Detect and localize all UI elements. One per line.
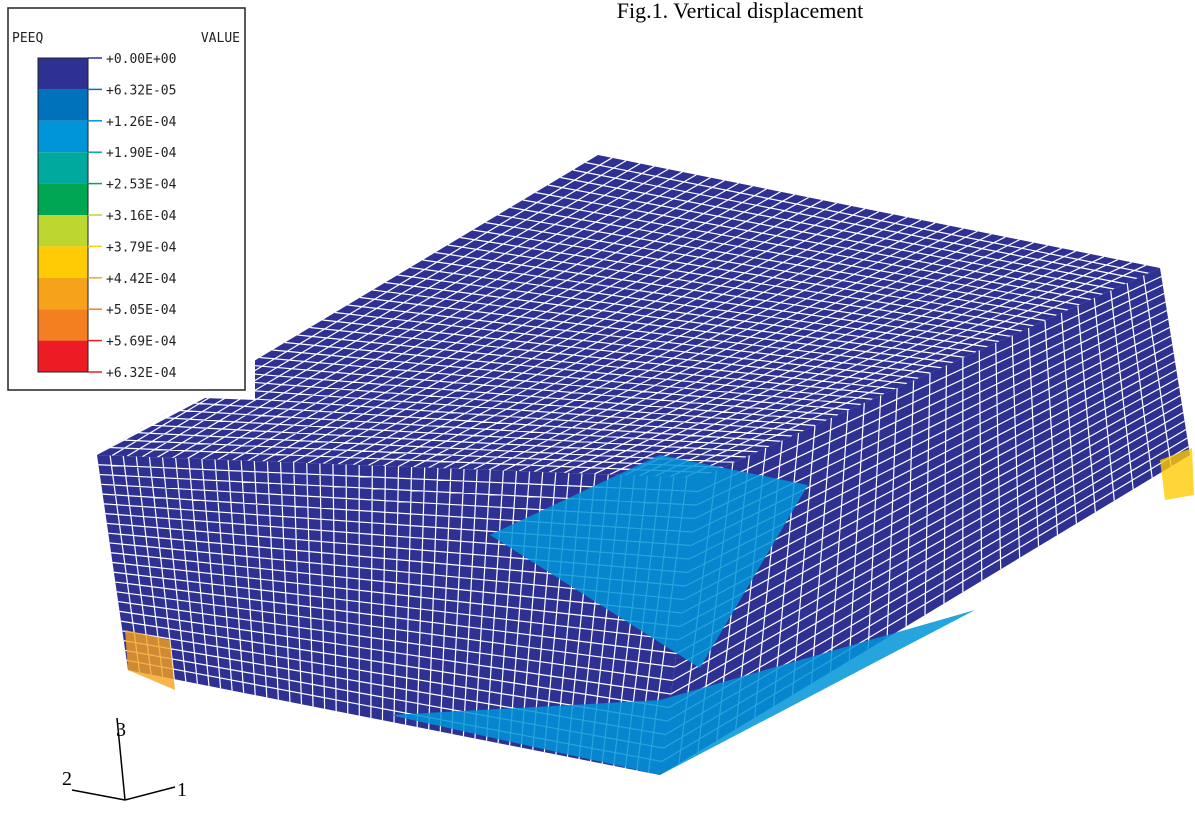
legend-swatch bbox=[38, 152, 88, 183]
model bbox=[97, 155, 1194, 775]
legend-swatch bbox=[38, 341, 88, 372]
axis-label: 3 bbox=[116, 719, 126, 741]
legend-value: +2.53E-04 bbox=[106, 178, 177, 193]
axis-line bbox=[72, 790, 125, 800]
legend-swatch bbox=[38, 89, 88, 120]
legend-swatch bbox=[38, 246, 88, 277]
legend-value: +6.32E-04 bbox=[106, 366, 177, 381]
legend-value: +3.79E-04 bbox=[106, 240, 177, 255]
axis-label: 2 bbox=[62, 768, 72, 790]
legend-value: +1.90E-04 bbox=[106, 146, 177, 161]
legend-variable: PEEQ bbox=[12, 31, 43, 46]
legend-value: +5.69E-04 bbox=[106, 335, 177, 350]
legend-swatch bbox=[38, 121, 88, 152]
axis-label: 1 bbox=[177, 779, 187, 801]
title: Fig.1. Vertical displacement bbox=[617, 0, 863, 23]
legend-header: VALUE bbox=[201, 31, 240, 46]
legend-value: +3.16E-04 bbox=[106, 209, 177, 224]
legend-value: +0.00E+00 bbox=[106, 52, 176, 67]
legend-value: +5.05E-04 bbox=[106, 303, 177, 318]
legend-swatch bbox=[38, 184, 88, 215]
legend-swatch bbox=[38, 309, 88, 340]
page: Fig.1. Vertical displacement PEEQ VALUE … bbox=[0, 0, 1195, 833]
legend-swatch bbox=[38, 215, 88, 246]
axis-line bbox=[125, 787, 175, 800]
legend-value: +1.26E-04 bbox=[106, 115, 177, 130]
legend-value: +4.42E-04 bbox=[106, 272, 177, 287]
legend-swatch bbox=[38, 278, 88, 309]
legend-value: +6.32E-05 bbox=[106, 83, 176, 98]
legend-swatch bbox=[38, 58, 88, 89]
